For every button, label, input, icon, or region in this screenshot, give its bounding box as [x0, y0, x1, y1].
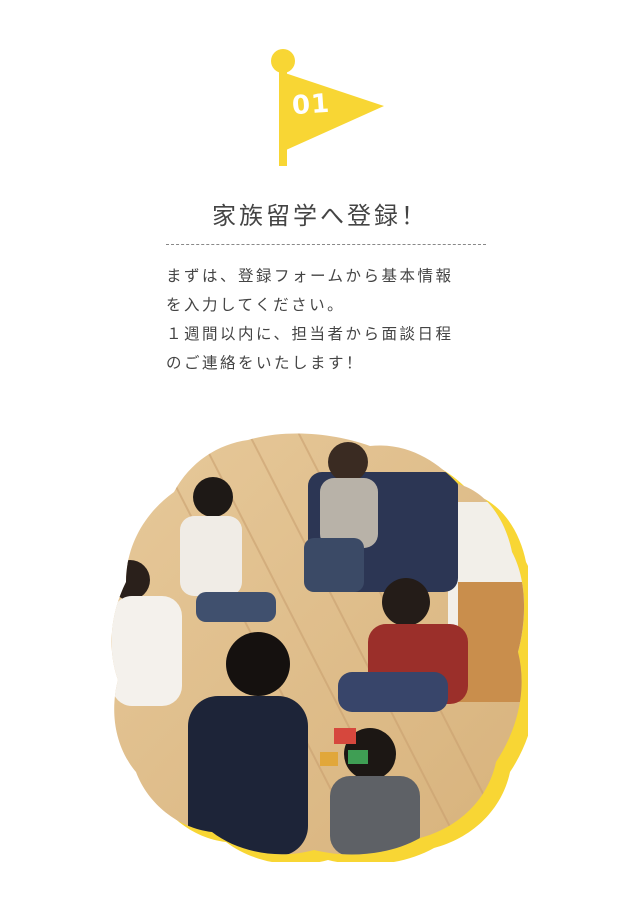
step-flag: 01: [262, 42, 392, 172]
description-line: を入力してください。: [166, 296, 346, 314]
description-line: まずは、登録フォームから基本情報: [166, 267, 454, 285]
description: まずは、登録フォームから基本情報 を入力してください。 １週間以内に、担当者から…: [166, 262, 496, 378]
group-photo: [111, 433, 539, 865]
step-number: 01: [291, 88, 332, 122]
photo-frame: [108, 432, 539, 865]
flag-icon: [271, 49, 384, 166]
divider: [166, 244, 486, 245]
description-line: のご連絡をいたします！: [166, 354, 365, 372]
description-line: １週間以内に、担当者から面談日程: [166, 325, 454, 343]
section-title: 家族留学へ登録！: [212, 202, 428, 230]
